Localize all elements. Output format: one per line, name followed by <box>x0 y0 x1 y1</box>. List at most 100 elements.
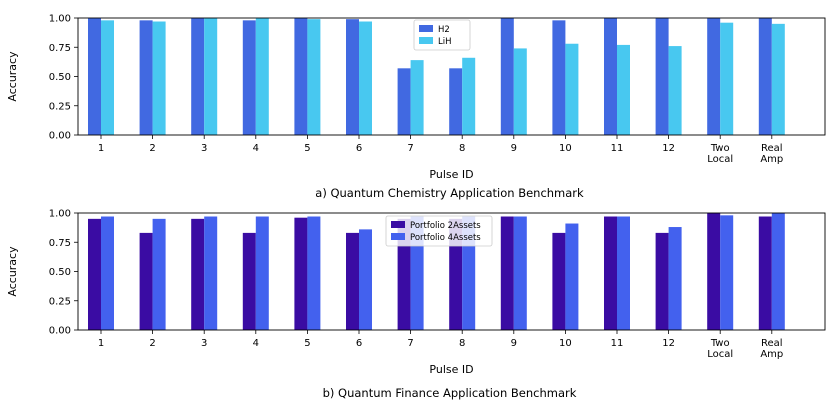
bar-portfolio-4assets-5 <box>307 216 321 330</box>
legend-swatch <box>419 25 433 32</box>
bar-lih-1 <box>101 20 114 136</box>
y-tick-label: 0.50 <box>49 72 71 83</box>
x-tick-label: Two <box>710 143 730 154</box>
bar-portfolio-4assets-11 <box>617 216 630 330</box>
x-tick-label: 4 <box>253 143 259 154</box>
y-tick-label: 0.75 <box>49 43 71 54</box>
x-tick-label: 1 <box>98 338 104 349</box>
y-axis-label: Accuracy <box>6 246 19 297</box>
legend-swatch <box>391 221 405 228</box>
y-axis-label: Accuracy <box>6 51 19 102</box>
x-axis-label: Pulse ID <box>429 363 473 376</box>
chart-panel-b: 0.000.250.500.751.001 2 3 4 5 6 7 8 9 10 11 12 TwoLo… <box>6 209 826 400</box>
y-tick-label: 0.25 <box>49 296 71 307</box>
bar-h2-8 <box>449 68 463 135</box>
x-tick-label: 2 <box>149 143 155 154</box>
x-tick-label: Real <box>761 143 783 154</box>
bar-portfolio-2assets-13 <box>707 213 721 330</box>
legend-box <box>385 215 493 247</box>
bar-portfolio-4assets-10 <box>565 223 579 330</box>
bar-h2-1 <box>88 18 101 135</box>
bar-portfolio-4assets-4 <box>255 216 269 330</box>
x-tick-label: Local <box>707 349 733 360</box>
x-tick-label: 4 <box>253 338 259 349</box>
bar-lih-5 <box>307 19 321 136</box>
bar-portfolio-2assets-14 <box>758 216 772 330</box>
x-tick-label: 11 <box>611 143 624 154</box>
x-tick-label: 12 <box>662 143 675 154</box>
x-tick-label: 10 <box>559 338 572 349</box>
bar-h2-6 <box>346 19 359 136</box>
figure-caption: a) Quantum Chemistry Application Benchma… <box>315 186 584 200</box>
bar-portfolio-2assets-7 <box>397 218 411 330</box>
bar-portfolio-4assets-6 <box>359 229 372 330</box>
bar-portfolio-4assets-2 <box>152 218 166 330</box>
x-tick-label: 9 <box>511 143 517 154</box>
x-tick-label: 6 <box>356 143 362 154</box>
bar-h2-5 <box>294 18 308 135</box>
legend-label: LiH <box>438 37 452 47</box>
bar-h2-11 <box>604 18 617 135</box>
bar-portfolio-2assets-5 <box>294 217 308 330</box>
plot-frame <box>77 17 826 136</box>
bar-lih-12 <box>668 46 682 135</box>
x-tick-label: Real <box>761 338 783 349</box>
y-tick-label: 0.50 <box>49 267 71 278</box>
bar-portfolio-4assets-1 <box>101 216 114 330</box>
bar-h2-2 <box>139 20 153 136</box>
legend-label: H2 <box>438 25 450 35</box>
x-tick-label: 12 <box>662 338 675 349</box>
bar-h2-10 <box>552 20 566 136</box>
bar-h2-13 <box>707 18 721 135</box>
bar-portfolio-2assets-2 <box>139 232 153 330</box>
bar-lih-9 <box>513 48 527 135</box>
bar-lih-6 <box>359 21 372 135</box>
bar-lih-10 <box>565 43 579 135</box>
x-tick-label: 10 <box>559 143 572 154</box>
bar-portfolio-2assets-8 <box>449 218 463 330</box>
legend-swatch <box>419 37 433 44</box>
bar-portfolio-2assets-9 <box>500 216 514 330</box>
chart-panel-a: 0.000.250.500.751.001 2 3 4 5 6 7 8 9 10 11 12 TwoLo… <box>6 14 826 200</box>
legend-swatch <box>391 233 405 240</box>
bar-portfolio-2assets-3 <box>191 218 205 330</box>
bar-h2-12 <box>655 18 669 135</box>
x-axis-label: Pulse ID <box>429 168 473 181</box>
y-tick-label: 1.00 <box>49 14 71 25</box>
bar-lih-13 <box>720 22 734 135</box>
x-tick-label: 7 <box>407 338 413 349</box>
x-tick-label: 6 <box>356 338 362 349</box>
legend: Portfolio 2Assets Portfolio 4Assets <box>385 215 493 247</box>
bar-portfolio-4assets-14 <box>771 213 785 330</box>
figure-caption: b) Quantum Finance Application Benchmark <box>323 386 577 400</box>
x-tick-label: 9 <box>511 338 517 349</box>
bar-h2-4 <box>242 20 256 136</box>
bar-h2-3 <box>191 18 205 135</box>
bar-portfolio-2assets-1 <box>88 218 101 330</box>
x-tick-label: 3 <box>201 338 207 349</box>
x-tick-label: 5 <box>304 338 310 349</box>
bar-lih-3 <box>204 18 218 135</box>
bar-portfolio-2assets-10 <box>552 232 566 330</box>
bar-portfolio-4assets-9 <box>513 216 527 330</box>
y-tick-label: 1.00 <box>49 209 71 220</box>
bar-lih-4 <box>255 18 269 135</box>
x-tick-label: 7 <box>407 143 413 154</box>
x-tick-label: Amp <box>760 154 783 165</box>
legend: H2 LiH <box>413 19 471 51</box>
y-tick-label: 0.25 <box>49 101 71 112</box>
legend-label: Portfolio 4Assets <box>410 233 481 243</box>
bar-portfolio-2assets-4 <box>242 232 256 330</box>
x-tick-label: Amp <box>760 349 783 360</box>
bar-lih-7 <box>410 60 424 136</box>
bar-portfolio-2assets-11 <box>604 216 617 330</box>
bar-lih-8 <box>462 57 476 135</box>
x-tick-label: 2 <box>149 338 155 349</box>
plot-frame <box>77 212 826 331</box>
bar-lih-2 <box>152 21 166 135</box>
bar-portfolio-4assets-3 <box>204 216 218 330</box>
x-tick-label: 8 <box>459 143 465 154</box>
bar-portfolio-4assets-12 <box>668 227 682 330</box>
bar-h2-7 <box>397 68 411 135</box>
